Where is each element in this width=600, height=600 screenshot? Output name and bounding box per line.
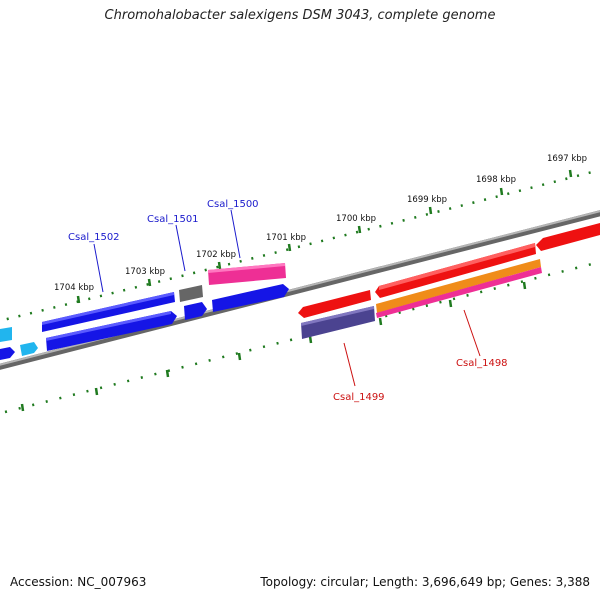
kbp-label: 1698 kbp xyxy=(476,175,516,185)
gene-csal-1501[interactable] xyxy=(179,285,203,302)
gene-label-leaders xyxy=(93,209,481,387)
forward-genes xyxy=(0,263,289,360)
kbp-label: 1700 kbp xyxy=(336,214,376,224)
gene-highlight xyxy=(301,306,374,326)
gene-blue-fwd-3[interactable] xyxy=(212,284,289,312)
major-tick xyxy=(448,299,453,308)
gene-label-csal-1500[interactable]: Csal_1500 xyxy=(207,199,259,210)
gene-csal-1499[interactable] xyxy=(301,306,375,339)
genome-backbone xyxy=(0,210,600,370)
leader-csal-1499 xyxy=(343,342,356,387)
gene-label-csal-1499[interactable]: Csal_1499 xyxy=(333,392,385,403)
major-tick xyxy=(287,243,292,252)
gene-highlight xyxy=(208,263,285,273)
gene-label-csal-1502[interactable]: Csal_1502 xyxy=(68,232,120,243)
genome-backbone-highlight xyxy=(0,210,600,366)
major-tick xyxy=(237,352,242,361)
gene-csal-1499-upper[interactable] xyxy=(298,290,371,318)
major-tick xyxy=(357,225,362,234)
gene-label-csal-1501[interactable]: Csal_1501 xyxy=(147,214,199,225)
outer-minor-ticks xyxy=(0,168,600,323)
kbp-label: 1701 kbp xyxy=(266,233,306,243)
gene-label-csal-1498[interactable]: Csal_1498 xyxy=(456,358,508,369)
leader-csal-1500 xyxy=(230,209,241,259)
major-tick xyxy=(147,278,152,287)
major-tick xyxy=(76,295,81,304)
gene-orange[interactable] xyxy=(376,259,541,313)
major-tick xyxy=(428,206,433,215)
gene-highlight xyxy=(46,311,171,341)
gene-cyan-small[interactable] xyxy=(20,342,38,356)
gene-cyan-edge[interactable] xyxy=(0,327,12,342)
leader-csal-1501 xyxy=(175,224,186,272)
kbp-label: 1697 kbp xyxy=(547,154,587,164)
major-tick xyxy=(20,403,25,412)
leader-csal-1502 xyxy=(93,243,104,293)
major-tick xyxy=(568,169,573,178)
major-ticks xyxy=(20,169,573,412)
gene-blue-fwd-1[interactable] xyxy=(46,311,177,351)
major-tick xyxy=(378,317,383,326)
major-tick xyxy=(165,369,170,378)
outer-tick-ring xyxy=(0,168,600,323)
kbp-label: 1699 kbp xyxy=(407,195,447,205)
accession-text: Accession: NC_007963 xyxy=(10,575,147,589)
gene-highlight xyxy=(379,243,535,290)
major-tick xyxy=(308,335,313,344)
kbp-label: 1702 kbp xyxy=(196,250,236,260)
gene-blue-fwd-2[interactable] xyxy=(184,302,207,320)
major-tick xyxy=(217,261,222,270)
genome-title: Chromohalobacter salexigens DSM 3043, co… xyxy=(104,8,496,23)
gene-csal-1498[interactable] xyxy=(376,267,542,318)
gene-blue-edge[interactable] xyxy=(0,347,15,360)
gene-red-edge[interactable] xyxy=(536,223,600,251)
kbp-label: 1703 kbp xyxy=(125,267,165,277)
major-tick xyxy=(499,187,504,196)
leader-csal-1498 xyxy=(463,309,481,357)
gene-highlight xyxy=(42,292,174,325)
major-tick xyxy=(522,281,527,290)
kbp-label: 1704 kbp xyxy=(54,283,94,293)
major-tick xyxy=(94,387,99,396)
reverse-genes xyxy=(298,223,600,339)
genome-stats-text: Topology: circular; Length: 3,696,649 bp… xyxy=(260,575,590,589)
